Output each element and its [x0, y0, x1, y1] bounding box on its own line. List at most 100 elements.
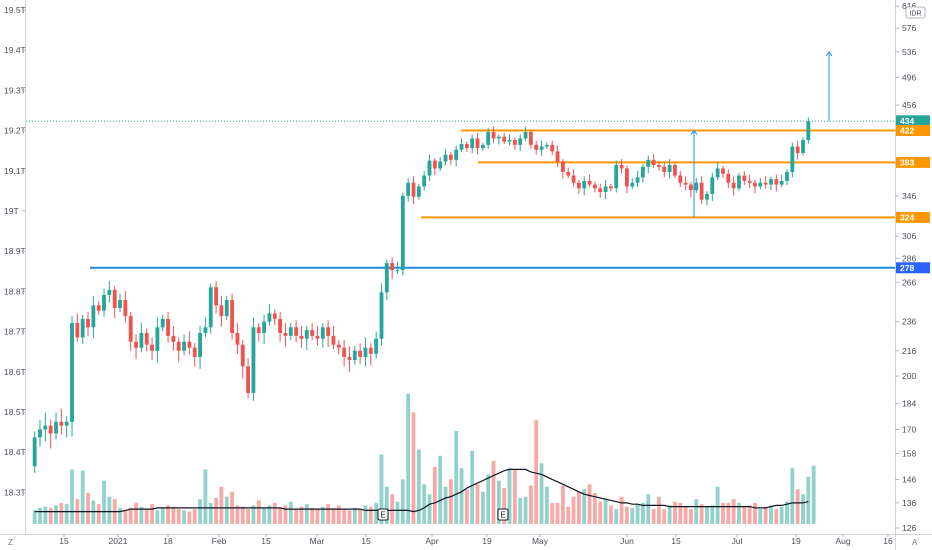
left-axis-tick: 19.5T [4, 5, 26, 15]
volume-bar [390, 494, 395, 524]
volume-bar [779, 506, 784, 524]
candle-body [785, 171, 789, 181]
currency-label: IDR [909, 11, 921, 18]
candle [246, 358, 251, 399]
projection-arrow-head [825, 51, 833, 57]
candle-body [731, 182, 736, 189]
candle-body [374, 338, 379, 354]
candle-body [390, 263, 395, 271]
candle-body [320, 327, 325, 339]
candle-body [283, 332, 288, 336]
volume-bar [342, 509, 347, 524]
candle [38, 419, 42, 447]
candle [523, 126, 528, 141]
volume-bar [427, 494, 432, 524]
bottom-left-label[interactable]: Z [8, 538, 13, 547]
candle-body [214, 287, 218, 306]
candle-body [331, 335, 336, 345]
volume-bar [171, 506, 176, 524]
candle [753, 180, 757, 194]
candle-body [352, 350, 357, 361]
candle [694, 178, 699, 193]
candle-body [438, 161, 443, 169]
volume-bar [32, 510, 37, 524]
volume-bar [646, 494, 651, 524]
candle [406, 178, 411, 202]
candle [769, 176, 773, 191]
volume-bar [160, 507, 165, 524]
volume-bar [347, 510, 352, 524]
volume-bar [406, 393, 411, 524]
candle [486, 128, 491, 149]
candle [673, 162, 677, 179]
volume-bar [320, 506, 325, 524]
candle [459, 138, 464, 153]
volume-bar [523, 496, 528, 524]
candle-body [262, 321, 267, 333]
candle [70, 316, 74, 437]
candle [795, 140, 800, 160]
candle [747, 174, 752, 189]
candle [395, 261, 400, 274]
price-tag: 383 [896, 156, 930, 168]
volume-bar [534, 419, 539, 524]
candle [267, 303, 272, 326]
volume-bar [608, 505, 613, 524]
volume-bar [59, 502, 64, 524]
candle [566, 167, 571, 179]
candle-body [123, 300, 128, 317]
candle [587, 174, 592, 188]
candle [91, 296, 96, 339]
volume-bar [182, 510, 186, 524]
right-axis-tick: 576 [902, 23, 916, 33]
volume-bar [374, 502, 379, 524]
volume-bar [742, 506, 747, 524]
bottom-right-label[interactable]: A [912, 538, 918, 547]
candle-body [678, 175, 683, 183]
candle [683, 176, 688, 191]
candle [182, 334, 186, 356]
right-axis-tick: 306 [902, 231, 916, 241]
volume-bar [251, 505, 256, 524]
candle [379, 283, 384, 346]
candle [363, 337, 368, 367]
candle-body [758, 182, 763, 187]
candle [790, 142, 795, 178]
left-axis-tick: 18.7T [4, 327, 26, 337]
candle [214, 281, 218, 314]
candle [416, 183, 421, 200]
volume-bar [710, 505, 715, 524]
volume-bar [705, 506, 709, 524]
volume-bar [352, 507, 357, 524]
candle [203, 317, 208, 338]
volume-bar [416, 449, 421, 524]
candle [438, 157, 443, 172]
candle-body [769, 179, 773, 185]
time-axis-tick: May [532, 536, 549, 546]
candle [779, 174, 784, 188]
volume-bar [699, 504, 704, 524]
volume-bar [689, 509, 693, 524]
candle [555, 145, 560, 167]
candle-body [246, 366, 251, 393]
candle [608, 183, 613, 192]
volume-bar [550, 502, 555, 524]
candle [619, 158, 624, 174]
time-axis-tick: 2021 [109, 536, 128, 546]
candlesticks[interactable] [32, 117, 811, 473]
candle [240, 340, 245, 379]
volume-bar [512, 469, 517, 524]
candle-body [358, 350, 363, 357]
candle [464, 141, 469, 152]
volume-bar [614, 509, 619, 524]
volume-bar [811, 465, 816, 524]
volume-bar [395, 501, 400, 524]
candle [128, 312, 133, 351]
candle-body [336, 344, 341, 348]
candle-body [107, 289, 112, 295]
volume-bar [176, 509, 181, 524]
left-axis-tick: 19.2T [4, 126, 26, 136]
candle [550, 140, 555, 156]
